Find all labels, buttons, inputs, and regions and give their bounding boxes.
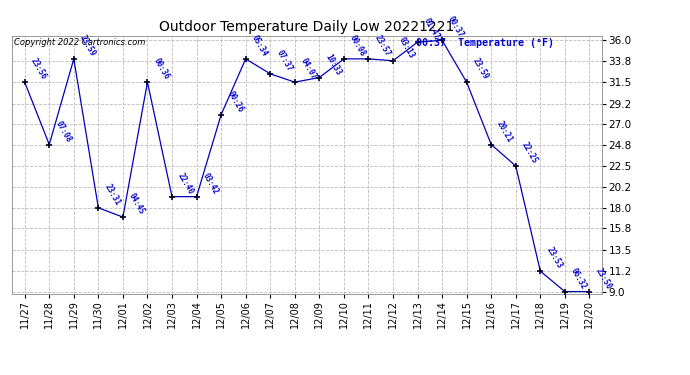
Text: 00:08: 00:08 (348, 34, 367, 58)
Text: 03:42: 03:42 (201, 171, 220, 196)
Text: 05:34: 05:34 (250, 34, 269, 58)
Title: Outdoor Temperature Daily Low 20221221: Outdoor Temperature Daily Low 20221221 (159, 21, 455, 34)
Text: 22:40: 22:40 (176, 171, 195, 196)
Text: 00:37  Temperature (°F): 00:37 Temperature (°F) (416, 38, 554, 48)
Text: 07:37: 07:37 (275, 48, 294, 73)
Text: 23:53: 23:53 (544, 246, 564, 270)
Text: 07:08: 07:08 (53, 119, 72, 144)
Text: 06:32: 06:32 (569, 266, 589, 291)
Text: 00:26: 00:26 (225, 89, 245, 114)
Text: 23:59: 23:59 (471, 57, 490, 81)
Text: 20:21: 20:21 (495, 119, 515, 144)
Text: 23:31: 23:31 (103, 183, 122, 207)
Text: 23:57: 23:57 (373, 34, 392, 58)
Text: 03:13: 03:13 (397, 36, 417, 60)
Text: 00:36: 00:36 (152, 57, 171, 81)
Text: 10:33: 10:33 (324, 52, 343, 77)
Text: 01:47: 01:47 (422, 17, 441, 41)
Text: 04:07: 04:07 (299, 57, 318, 81)
Text: 23:50: 23:50 (593, 266, 613, 291)
Text: 23:59: 23:59 (78, 34, 97, 58)
Text: 23:56: 23:56 (29, 57, 48, 81)
Text: 22:25: 22:25 (520, 141, 540, 165)
Text: 04:45: 04:45 (127, 192, 146, 216)
Text: Copyright 2022 Cartronics.com: Copyright 2022 Cartronics.com (14, 38, 145, 47)
Text: 00:37: 00:37 (446, 15, 466, 39)
